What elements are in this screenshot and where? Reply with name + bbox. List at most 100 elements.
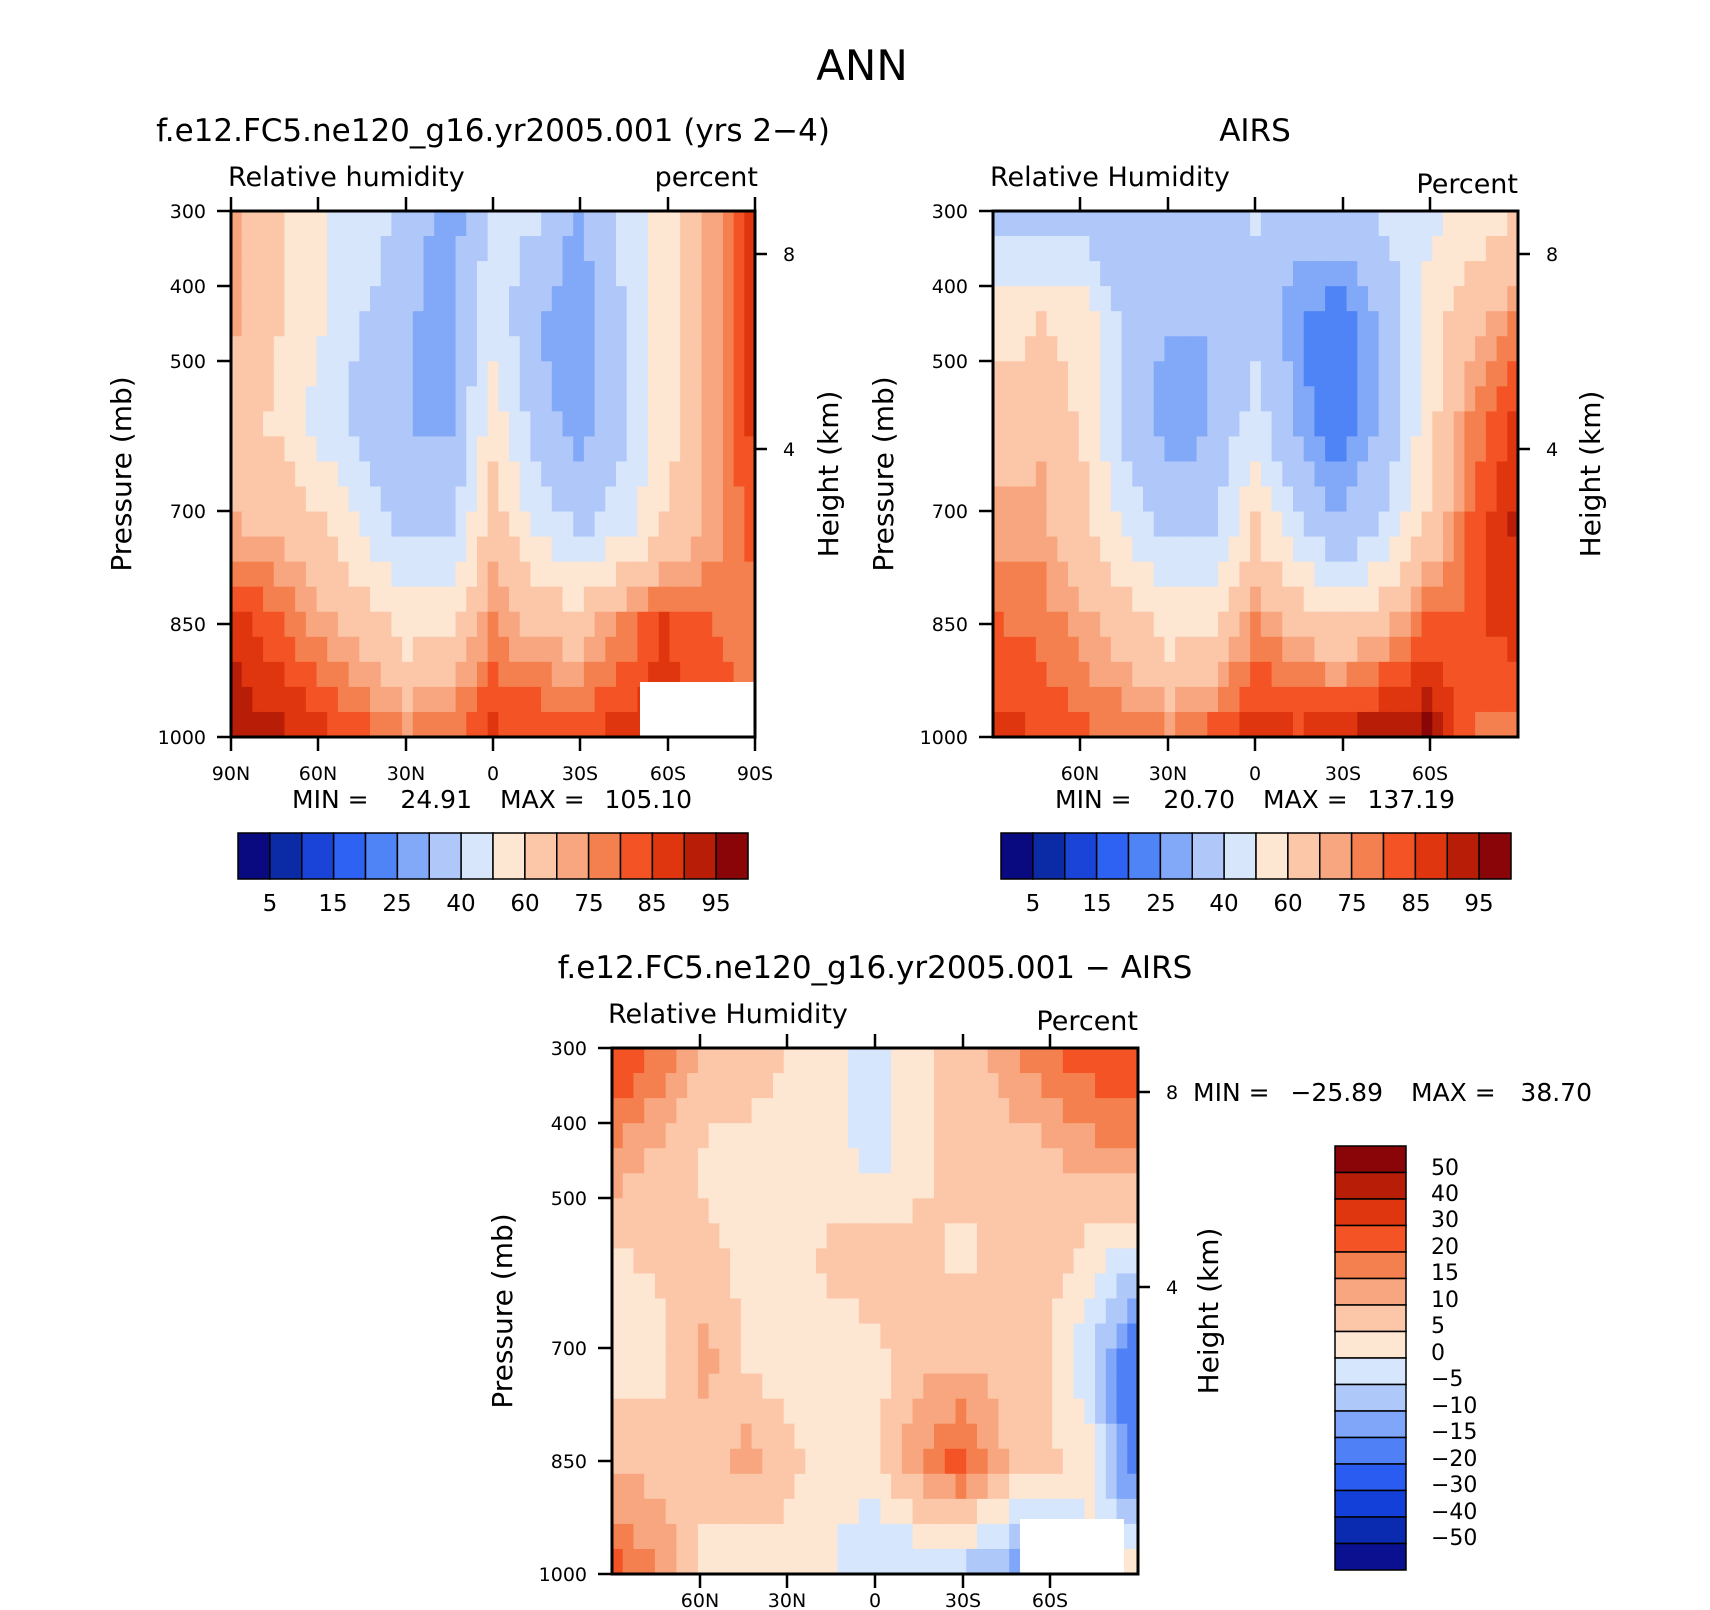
heatmap-cell — [1132, 386, 1144, 413]
heatmap-cell — [1175, 486, 1187, 513]
heatmap-cell — [1325, 636, 1337, 663]
heatmap-cell — [337, 386, 350, 413]
heatmap-cell — [762, 1398, 774, 1425]
heatmap-cell — [1046, 311, 1059, 338]
heatmap-cell — [1035, 711, 1048, 737]
heatmap-cell — [1239, 536, 1251, 563]
heatmap-cell — [562, 311, 574, 338]
heatmap-cell — [1073, 1173, 1086, 1200]
heatmap-cell — [551, 211, 564, 237]
colorbar-tick-label: 15 — [1431, 1261, 1459, 1286]
heatmap-cell — [665, 1473, 678, 1500]
heatmap-cell — [730, 1548, 742, 1574]
heatmap-cell — [1057, 386, 1069, 413]
heatmap-cell — [1153, 361, 1166, 388]
heatmap-cell — [1218, 386, 1230, 413]
heatmap-cell — [1116, 1473, 1129, 1500]
heatmap-cell — [412, 486, 425, 513]
heatmap-cell — [987, 1098, 1000, 1124]
heatmap-cell — [1025, 361, 1037, 388]
heatmap-cell — [1421, 686, 1434, 713]
heatmap-cell — [444, 261, 457, 287]
heatmap-cell — [1046, 661, 1059, 688]
heatmap-cell — [1132, 311, 1144, 338]
heatmap-cell — [633, 1348, 645, 1375]
heatmap-cell — [359, 386, 371, 413]
heatmap-cell — [1432, 511, 1444, 538]
heatmap-cell — [1068, 436, 1080, 463]
heatmap-cell — [669, 536, 681, 563]
heatmap-cell — [1485, 386, 1498, 413]
heatmap-cell — [1432, 586, 1444, 613]
heatmap-cell — [869, 1448, 882, 1475]
heatmap-cell — [805, 1548, 817, 1574]
heatmap-cell — [712, 536, 724, 563]
heatmap-cell — [1507, 336, 1518, 363]
heatmap-cell — [1303, 486, 1316, 513]
heatmap-cell — [605, 511, 617, 538]
heatmap-cell — [284, 386, 296, 413]
heatmap-cell — [1041, 1123, 1053, 1149]
heatmap-cell — [1271, 561, 1284, 588]
heatmap-cell — [665, 1223, 678, 1250]
heatmap-cell — [1009, 1048, 1021, 1074]
heatmap-cell — [1025, 311, 1037, 338]
heatmap-cell — [434, 361, 446, 388]
heatmap-cell — [1507, 661, 1518, 688]
y-ticks — [217, 209, 231, 739]
colorbar-tick-label: 15 — [318, 891, 347, 917]
heatmap-cell — [783, 1323, 796, 1350]
y-tick-label: 1000 — [539, 1564, 587, 1586]
heatmap-cell — [476, 211, 489, 237]
heatmap-cell — [697, 1148, 710, 1175]
heatmap-cell — [669, 611, 681, 638]
heatmap-cell — [1003, 611, 1016, 638]
heatmap-cell — [751, 1298, 764, 1325]
heatmap-cell — [1282, 661, 1294, 688]
heatmap-cell — [337, 361, 350, 388]
heatmap-cell — [1084, 1198, 1096, 1225]
heatmap-cell — [1127, 1448, 1138, 1475]
heatmap-cell — [434, 711, 446, 737]
heatmap-cell — [348, 386, 361, 413]
heatmap-cell — [848, 1348, 860, 1375]
heatmap-cell — [615, 561, 628, 588]
heatmap-cell — [1314, 586, 1326, 613]
heatmap-cell — [412, 411, 425, 438]
heatmap-cell — [273, 661, 286, 688]
heatmap-cell — [1127, 1248, 1138, 1275]
heatmap-cell — [669, 211, 681, 237]
heatmap-cell — [658, 636, 671, 663]
heatmap-cell — [719, 1298, 731, 1325]
heatmap-cell — [1496, 211, 1509, 237]
heatmap-cell — [1019, 1373, 1032, 1400]
heatmap-cell — [1485, 511, 1498, 538]
heatmap-cell — [934, 1148, 946, 1175]
heatmap-cell — [687, 1298, 699, 1325]
heatmap-cell — [284, 336, 296, 363]
heatmap-cell — [231, 586, 243, 613]
heatmap-cell — [966, 1548, 978, 1574]
heatmap-cell — [1496, 486, 1509, 513]
heatmap-cell — [530, 286, 542, 312]
y-tick-label: 300 — [932, 201, 968, 223]
heatmap-cell — [1421, 711, 1434, 737]
heatmap-cell — [273, 386, 286, 413]
y2-axis-label: Height (km) — [1192, 1228, 1225, 1395]
heatmap-cell — [1196, 286, 1209, 312]
heatmap-cell — [455, 361, 468, 388]
heatmap-cell — [1073, 1448, 1086, 1475]
heatmap-cell — [1443, 511, 1455, 538]
heatmap-cell — [1046, 686, 1059, 713]
heatmap-cell — [1314, 261, 1326, 287]
heatmap-cell — [1110, 311, 1123, 338]
heatmap-cell — [848, 1448, 860, 1475]
heatmap-cell — [1046, 411, 1059, 438]
heatmap-cell — [891, 1098, 903, 1124]
min-label: MIN = — [1055, 785, 1132, 814]
heatmap-cell — [476, 411, 489, 438]
heatmap-cell — [944, 1198, 957, 1225]
heatmap-cell — [869, 1548, 882, 1574]
heatmap-cell — [509, 411, 521, 438]
heatmap-cell — [1196, 261, 1209, 287]
